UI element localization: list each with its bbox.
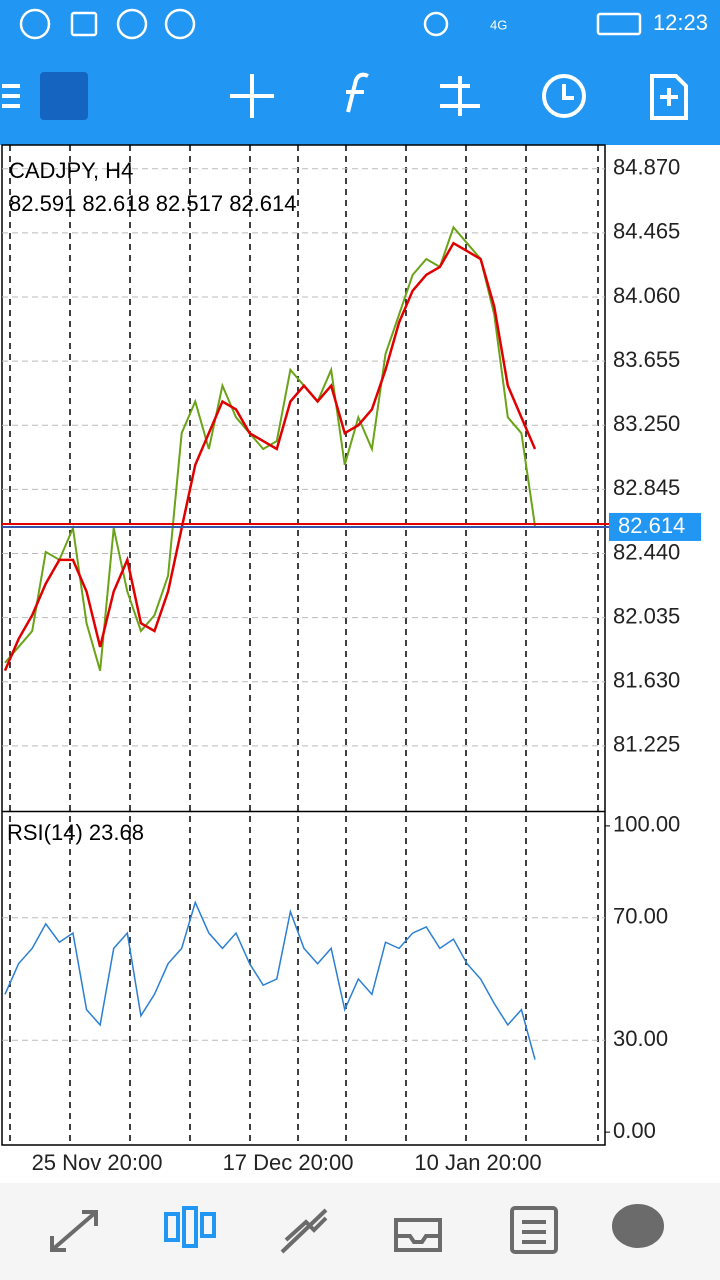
y-tick-label: 30.00 — [613, 1026, 668, 1051]
rsi-title: RSI(14) 23.68 — [7, 820, 144, 845]
chart-frame — [1, 144, 606, 1146]
status-icons — [19, 8, 642, 40]
network: 4G — [490, 17, 507, 32]
y-tick-label: 0.00 — [613, 1118, 656, 1143]
y-tick-label: 100.00 — [613, 812, 680, 837]
x-tick-label: 25 Nov 20:00 — [32, 1150, 163, 1175]
clock: 12:23 — [653, 10, 708, 35]
y-tick-label: 84.465 — [613, 219, 680, 244]
y-tick-label: 81.630 — [613, 668, 680, 693]
y-tick-label: 81.225 — [613, 732, 680, 757]
y-tick-label: 82.440 — [613, 539, 680, 564]
y-tick-label: 83.655 — [613, 347, 680, 372]
price-line — [3, 241, 537, 672]
price-line — [4, 225, 536, 671]
bottom-nav[interactable] — [0, 1183, 720, 1280]
symbol: CADJPY, H4 — [9, 158, 133, 183]
price-label-bg — [609, 512, 701, 541]
y-tick-label: 83.250 — [613, 411, 680, 436]
y-tick-label: 82.845 — [613, 475, 680, 500]
x-tick-label: 17 Dec 20:00 — [223, 1150, 354, 1175]
ohlc: 82.591 82.618 82.517 82.614 — [9, 191, 297, 216]
header-bg — [0, 0, 720, 145]
y-tick-label: 84.870 — [613, 155, 680, 180]
toolbar[interactable] — [2, 72, 688, 120]
rsi-line — [4, 900, 536, 1060]
chart: 84.870 84.465 84.060 83.655 83.250 82.845 82.4… — [1, 144, 701, 1175]
y-tick-label: 82.035 — [613, 603, 680, 628]
nav-icons[interactable] — [50, 1204, 664, 1254]
price-label: 82.614 — [618, 513, 685, 538]
y-tick-label: 84.060 — [613, 283, 680, 308]
y-tick-label: 70.00 — [613, 904, 668, 929]
x-tick-label: 10 Jan 20:00 — [414, 1150, 541, 1175]
